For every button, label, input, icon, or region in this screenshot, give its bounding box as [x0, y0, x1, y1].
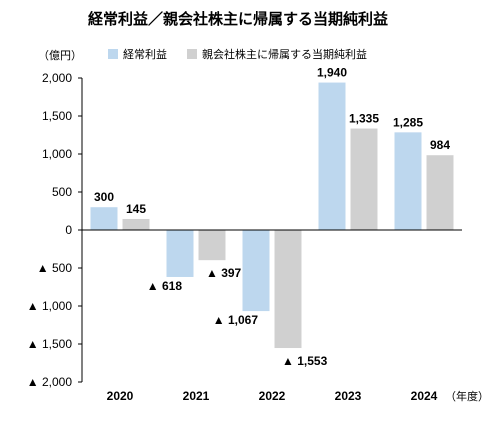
y-tick-label: ▲ 1,500 [27, 337, 73, 351]
data-label: 984 [430, 138, 450, 152]
legend-label: 経常利益 [123, 47, 167, 61]
bar [426, 155, 454, 230]
x-tick-label: 2023 [335, 389, 362, 403]
bar [198, 230, 226, 261]
legend-swatch [108, 49, 118, 59]
data-label: ▲ 618 [147, 279, 183, 293]
data-label: ▲ 1,553 [282, 354, 328, 368]
bar [166, 230, 194, 277]
y-tick-label: 1,000 [42, 147, 72, 161]
data-label: 1,940 [317, 66, 347, 80]
data-label: ▲ 397 [206, 266, 242, 280]
data-label: 300 [94, 190, 114, 204]
bar [90, 207, 118, 230]
bar [394, 132, 422, 230]
bar [274, 230, 302, 349]
x-tick-label: 2024 [411, 389, 438, 403]
y-tick-label: ▲ 500 [37, 261, 73, 275]
x-axis: 2020 2021 2022 2023 2024 [82, 229, 462, 403]
bar [242, 230, 270, 312]
x-tick-label: 2021 [183, 389, 210, 403]
data-labels: 300 145 ▲ 618 ▲ 397 ▲ 1,067 ▲ 1,553 1,940 1,335… [94, 66, 450, 368]
y-tick-label: 2,000 [42, 71, 72, 85]
x-unit-label: （年度） [445, 389, 489, 403]
y-tick-label: ▲ 1,000 [27, 299, 73, 313]
chart-title: 経常利益／親会社株主に帰属する当期純利益 [88, 10, 388, 28]
y-tick-label: ▲ 2,000 [27, 375, 73, 389]
bars [90, 82, 454, 349]
legend-label: 親会社株主に帰属する当期純利益 [202, 47, 367, 61]
y-tick-label: 1,500 [42, 109, 72, 123]
x-tick-label: 2022 [259, 389, 286, 403]
legend: 経常利益 親会社株主に帰属する当期純利益 [108, 47, 367, 61]
y-unit-label: （億円） [38, 49, 82, 62]
x-tick-label: 2020 [107, 389, 134, 403]
y-tick-label: 500 [52, 185, 72, 199]
y-axis: 2,000 1,500 1,000 500 0 ▲ 500 ▲ 1,000 ▲ 1,500 ▲ … [27, 71, 83, 389]
data-label: ▲ 1,067 [213, 313, 259, 327]
data-label: 145 [126, 202, 146, 216]
bar [350, 128, 378, 230]
y-tick-label: 0 [65, 223, 72, 237]
data-label: 1,285 [393, 115, 423, 129]
bar [318, 82, 346, 230]
bar [122, 218, 150, 230]
legend-swatch [187, 49, 197, 59]
data-label: 1,335 [349, 112, 379, 126]
